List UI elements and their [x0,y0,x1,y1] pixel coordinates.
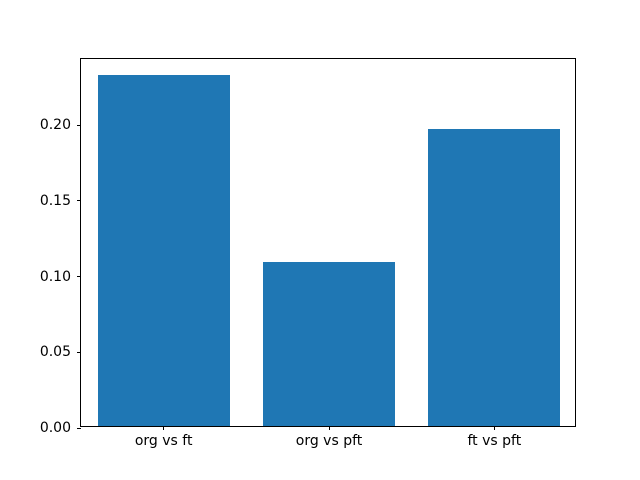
x-tick-mark [328,426,330,430]
bar-org-vs-pft [262,262,396,426]
y-tick-mark [77,276,81,278]
y-tick-label: 0.10 [39,268,71,285]
y-tick-mark [77,351,81,353]
y-tick-mark [77,124,81,126]
x-tick-mark [493,426,495,430]
y-tick-label: 0.05 [39,344,71,361]
bar-org-vs-ft [97,74,230,426]
y-tick-label: 0.15 [39,192,71,209]
x-tick-mark [163,426,165,430]
y-tick-mark [77,427,81,429]
y-tick-label: 0.20 [39,117,71,134]
bar-ft-vs-pft [428,129,561,426]
plot-area: 0.00 0.05 0.10 0.15 0.20 org vs ft org vs pft f… [40,58,576,448]
y-tick-mark [77,200,81,202]
x-tick-label: ft vs pft [467,433,522,449]
x-tick-label: org vs pft [295,433,363,449]
y-tick-label: 0.00 [39,420,71,436]
x-tick-label: org vs ft [134,433,193,449]
